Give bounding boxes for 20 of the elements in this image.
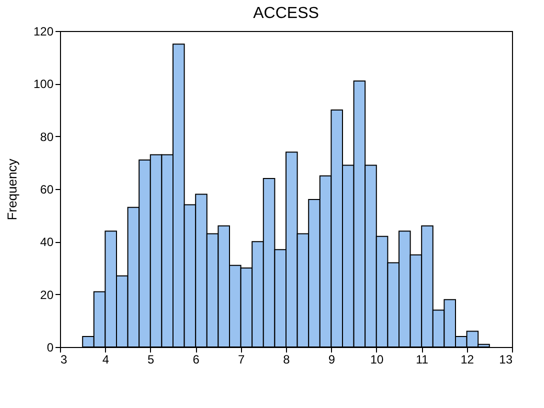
- x-tick-label: 9: [328, 352, 336, 366]
- y-tick-label: 120: [33, 24, 54, 38]
- x-tick-label: 13: [499, 352, 513, 366]
- x-tick-label: 8: [283, 352, 290, 366]
- chart-title: ACCESS: [253, 5, 319, 22]
- y-tick-label: 60: [40, 182, 54, 196]
- x-tick-label: 4: [102, 352, 110, 366]
- y-axis-title: Frequency: [4, 158, 20, 220]
- y-tick-label: 80: [40, 130, 54, 144]
- x-tick-label: 3: [60, 352, 68, 366]
- y-tick-label: 20: [40, 288, 54, 302]
- y-tick-label: 0: [46, 340, 54, 354]
- y-tick-label: 100: [33, 77, 54, 92]
- x-tick-label: 6: [192, 352, 200, 366]
- x-tick-label: 11: [416, 352, 429, 366]
- x-tick-label: 5: [148, 352, 155, 366]
- x-tick-label: 10: [370, 352, 384, 366]
- y-tick-label: 40: [40, 235, 54, 250]
- x-tick-label: 12: [460, 352, 474, 366]
- x-tick-label: 7: [238, 352, 245, 366]
